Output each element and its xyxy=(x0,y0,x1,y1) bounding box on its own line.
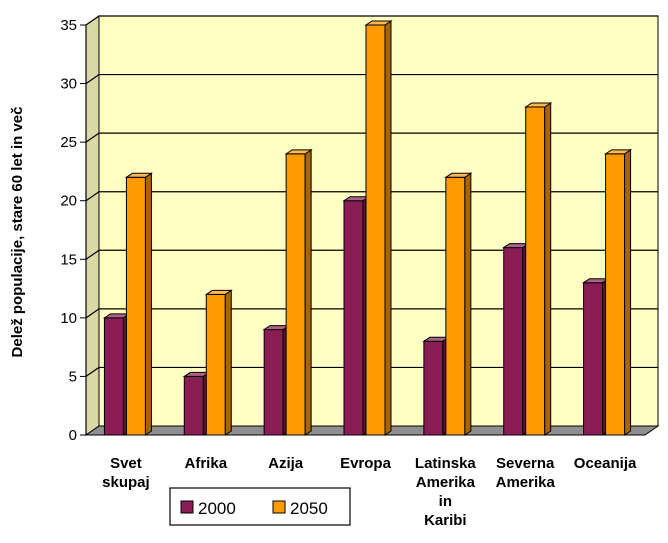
x-axis-categories: Svet skupaj Afrika Azija Evropa Latinska Ameri… xyxy=(102,455,637,529)
bar-top xyxy=(444,172,473,178)
bar-2050-5 xyxy=(524,102,553,436)
bar-side xyxy=(464,172,472,436)
gridline-side xyxy=(85,366,100,377)
bar-side xyxy=(304,148,312,436)
bar-front xyxy=(183,375,204,436)
bar-front xyxy=(343,200,364,436)
category-label: Karibi xyxy=(424,512,467,529)
gridline-side xyxy=(85,308,100,319)
bar-top xyxy=(603,149,633,155)
gridline-side xyxy=(85,15,100,26)
bar-top xyxy=(124,172,154,178)
y-tick-label: 25 xyxy=(60,134,77,151)
bar-side xyxy=(224,289,232,436)
category-label: Afrika xyxy=(185,455,228,472)
bar-front xyxy=(285,153,306,436)
bar-front xyxy=(423,340,444,436)
bar-2050-0 xyxy=(124,172,154,436)
legend-swatch-2050 xyxy=(272,500,286,514)
category-label: Amerika xyxy=(496,474,556,491)
bar-front xyxy=(503,247,524,436)
bar-front xyxy=(263,329,284,436)
bar-2050-1 xyxy=(204,289,233,436)
bar-side xyxy=(544,102,552,436)
bar-2000-3 xyxy=(342,195,371,436)
bar-front xyxy=(605,153,626,436)
legend: 2000 2050 xyxy=(169,487,351,526)
y-axis-ticks: 0 5 10 15 20 25 30 35 xyxy=(60,17,87,444)
bar-top xyxy=(204,289,233,295)
bar-2000-1 xyxy=(182,371,211,436)
legend-label-2000: 2000 xyxy=(198,499,236,518)
bar-2000-4 xyxy=(422,336,451,436)
category-label: Severna xyxy=(496,455,555,472)
bar-front xyxy=(125,176,146,436)
bar-2000-6 xyxy=(581,277,611,436)
bar-side xyxy=(144,172,152,436)
bar-side xyxy=(384,20,392,436)
bar-2000-5 xyxy=(502,242,531,436)
bar-top xyxy=(284,149,313,155)
gridline-side xyxy=(85,249,100,260)
y-tick-label: 15 xyxy=(60,251,77,268)
bar-front xyxy=(205,293,226,436)
gridline-side xyxy=(85,74,100,85)
bar-2050-2 xyxy=(284,148,313,436)
bar-2050-3 xyxy=(364,20,393,436)
bar-2000-0 xyxy=(102,312,132,436)
bar-front xyxy=(103,317,124,436)
bar-front xyxy=(445,176,466,436)
y-tick-label: 0 xyxy=(69,427,77,444)
bar-front xyxy=(365,24,386,436)
bar-side xyxy=(624,148,632,436)
category-label: Latinska xyxy=(415,455,477,472)
legend-label-2050: 2050 xyxy=(290,499,328,518)
y-tick-label: 5 xyxy=(69,368,77,385)
y-tick-label: 20 xyxy=(60,193,77,210)
bar-2050-4 xyxy=(444,172,473,436)
y-tick-label: 10 xyxy=(60,310,77,327)
bar-front xyxy=(525,106,546,436)
bar-top xyxy=(524,102,553,108)
bar-2050-6 xyxy=(603,148,633,436)
y-tick-label: 30 xyxy=(60,76,77,93)
category-label: Evropa xyxy=(340,455,392,472)
bar-front xyxy=(583,282,604,436)
gridline-side xyxy=(85,132,100,143)
category-label: Svet xyxy=(110,455,142,472)
bar-top xyxy=(364,20,393,26)
category-label: in xyxy=(439,493,452,510)
category-label: Amerika xyxy=(416,474,476,491)
category-label: skupaj xyxy=(102,474,150,491)
category-label: Azija xyxy=(268,455,304,472)
legend-swatch-2000 xyxy=(180,500,194,514)
category-label: Oceanija xyxy=(574,455,637,472)
bar-2000-2 xyxy=(262,324,291,436)
legend-box xyxy=(169,487,351,526)
gridline-side xyxy=(85,191,100,202)
bars xyxy=(102,20,633,436)
y-tick-label: 35 xyxy=(60,17,77,34)
y-axis-label: Delež populacije, stare 60 let in več xyxy=(9,107,26,358)
